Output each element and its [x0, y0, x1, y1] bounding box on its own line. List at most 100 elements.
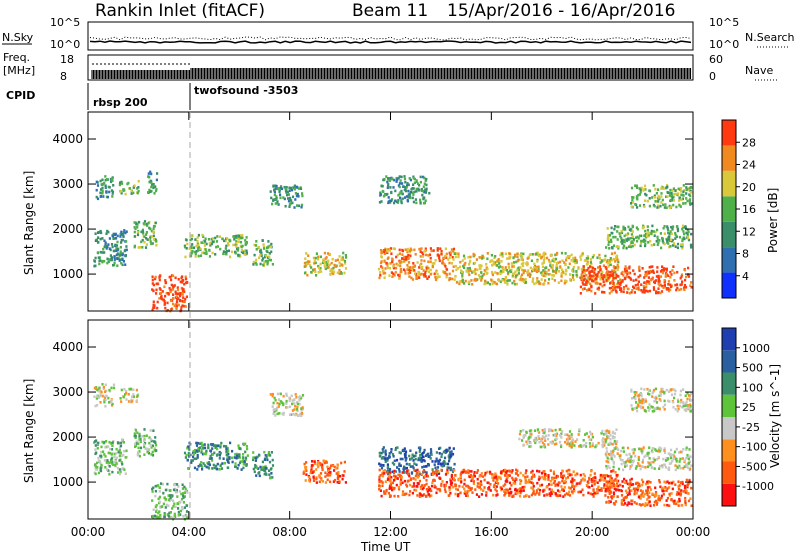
data-cell — [403, 255, 406, 259]
data-cell — [163, 300, 166, 303]
data-cell — [175, 295, 178, 298]
data-cell — [313, 460, 316, 464]
data-cell — [600, 273, 603, 276]
data-cell — [304, 271, 307, 275]
data-cell — [478, 495, 481, 498]
data-cell — [663, 225, 666, 228]
data-cell — [427, 254, 430, 257]
data-cell — [111, 444, 114, 447]
data-cell — [269, 454, 272, 457]
data-cell — [565, 469, 568, 473]
data-cell — [338, 269, 341, 272]
data-cell — [176, 483, 179, 486]
data-cell — [597, 266, 600, 269]
data-cell — [613, 436, 616, 439]
data-cell — [568, 473, 571, 477]
data-cell — [95, 397, 98, 400]
data-cell — [480, 493, 483, 496]
data-cell — [576, 275, 579, 278]
data-cell — [642, 240, 645, 243]
data-cell — [673, 192, 676, 196]
velocity-heatmap — [93, 383, 693, 521]
data-cell — [449, 478, 452, 481]
data-cell — [576, 482, 579, 485]
data-cell — [459, 472, 463, 476]
data-cell — [446, 468, 449, 472]
data-cell — [533, 262, 536, 266]
data-cell — [682, 194, 685, 197]
data-cell — [455, 268, 458, 272]
data-cell — [417, 270, 420, 274]
data-cell — [318, 266, 321, 270]
data-cell — [108, 473, 111, 476]
data-cell — [458, 282, 461, 286]
data-cell — [337, 477, 340, 481]
data-cell — [310, 271, 313, 274]
data-cell — [657, 287, 660, 290]
data-cell — [110, 257, 113, 260]
data-cell — [231, 250, 234, 254]
data-cell — [486, 257, 489, 261]
data-cell — [424, 247, 427, 251]
data-cell — [613, 432, 617, 435]
data-cell — [178, 294, 181, 298]
data-cell — [460, 270, 463, 274]
data-cell — [564, 279, 567, 283]
data-cell — [425, 189, 428, 192]
data-cell — [406, 255, 409, 259]
data-cell — [253, 243, 256, 247]
data-cell — [110, 243, 114, 246]
data-cell — [574, 473, 577, 477]
data-cell — [152, 300, 155, 304]
data-cell — [604, 429, 607, 433]
data-cell — [610, 281, 614, 284]
data-cell — [680, 275, 683, 278]
data-cell — [379, 193, 383, 196]
data-cell — [571, 491, 574, 495]
data-cell — [638, 187, 641, 190]
data-cell — [614, 266, 617, 269]
data-cell — [392, 265, 395, 268]
data-cell — [678, 288, 681, 292]
data-cell — [605, 275, 609, 279]
data-cell — [210, 242, 213, 246]
data-cell — [443, 488, 447, 491]
data-cell — [161, 290, 164, 293]
data-cell — [186, 491, 189, 494]
data-cell — [672, 265, 675, 268]
data-cell — [648, 204, 651, 208]
data-cell — [95, 439, 98, 442]
data-cell — [423, 182, 426, 186]
data-cell — [94, 448, 97, 451]
data-cell — [504, 268, 507, 271]
data-cell — [522, 269, 525, 272]
data-cell — [616, 268, 619, 272]
data-cell — [318, 475, 321, 479]
data-cell — [525, 440, 528, 444]
data-cell — [155, 288, 158, 292]
data-cell — [150, 172, 153, 176]
data-cell — [627, 238, 630, 241]
data-cell — [332, 464, 335, 467]
data-cell — [666, 288, 669, 291]
data-cell — [207, 238, 211, 241]
data-cell — [624, 265, 627, 268]
data-cell — [494, 255, 497, 258]
data-cell — [395, 262, 398, 266]
data-cell — [288, 399, 291, 402]
data-cell — [236, 456, 239, 459]
data-cell — [540, 256, 543, 260]
data-cell — [125, 230, 128, 233]
data-cell — [543, 282, 546, 285]
data-cell — [163, 285, 166, 289]
data-cell — [610, 246, 614, 249]
data-cell — [111, 245, 114, 249]
data-cell — [451, 452, 455, 456]
data-cell — [491, 264, 494, 267]
data-cell — [440, 482, 443, 486]
data-cell — [134, 429, 138, 432]
data-cell — [478, 264, 481, 267]
data-cell — [121, 233, 124, 236]
data-cell — [253, 470, 256, 474]
data-cell — [658, 284, 661, 287]
